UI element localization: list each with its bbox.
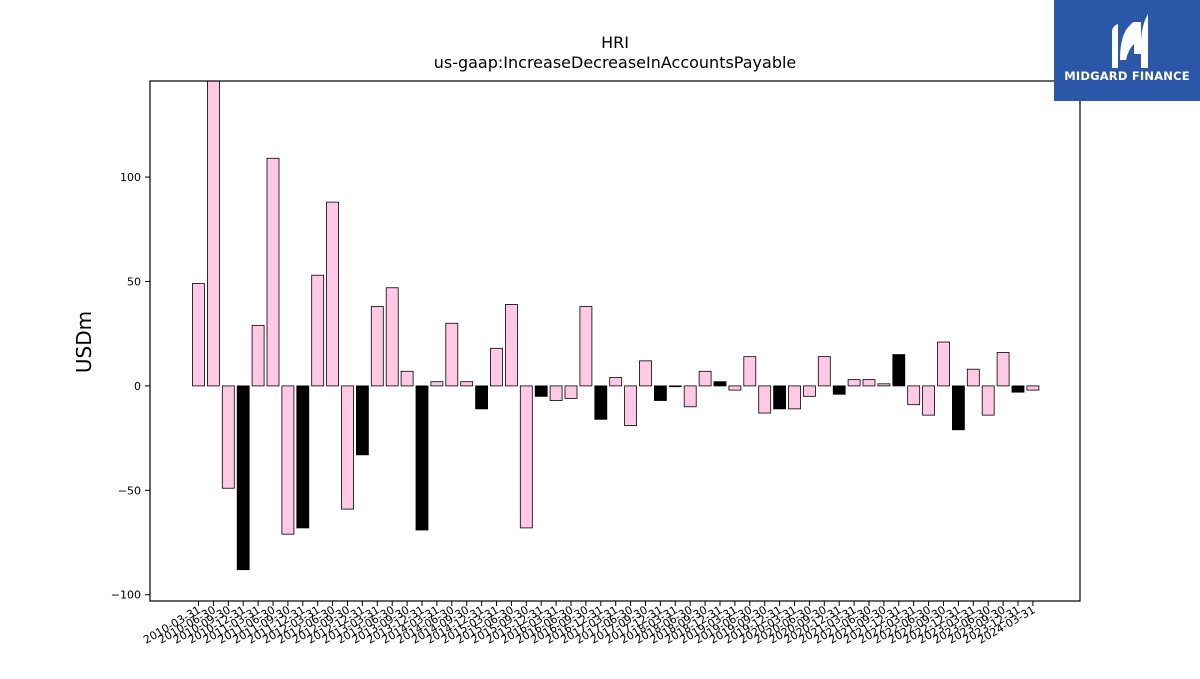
bar-2016-06-30 bbox=[564, 385, 578, 399]
bar-2011-03-31 bbox=[251, 324, 265, 387]
bar-2019-03-31 bbox=[728, 385, 742, 391]
bar-2020-12-31 bbox=[832, 385, 846, 395]
bar-2011-09-30 bbox=[281, 385, 295, 535]
bar-2011-12-31 bbox=[296, 385, 310, 529]
bar-2017-03-31 bbox=[609, 377, 623, 387]
bar-2017-06-30 bbox=[624, 385, 637, 426]
y-axis-label: USDm bbox=[72, 311, 96, 373]
bar-2021-06-30 bbox=[862, 379, 876, 387]
bars-group bbox=[192, 80, 1040, 571]
bar-2010-12-31 bbox=[236, 385, 250, 571]
chart-subtitle: us-gaap:IncreaseDecreaseInAccountsPayabl… bbox=[434, 53, 797, 72]
bar-2010-03-31 bbox=[192, 283, 205, 387]
bar-2017-12-31 bbox=[654, 385, 667, 401]
bar-2023-12-31 bbox=[1011, 385, 1025, 393]
x-axis: 2010-03-312010-06-302010-09-302010-12-31… bbox=[141, 601, 1037, 647]
bar-2023-09-30 bbox=[996, 352, 1010, 387]
bar-2014-06-30 bbox=[445, 322, 459, 387]
bar-2020-06-30 bbox=[803, 385, 816, 397]
y-tick-label: −50 bbox=[118, 484, 141, 497]
bar-2012-03-31 bbox=[311, 274, 325, 387]
bar-2014-03-31 bbox=[430, 381, 444, 387]
bar-2021-09-30 bbox=[877, 383, 891, 387]
bar-2010-06-30 bbox=[206, 80, 220, 387]
bar-2022-03-31 bbox=[907, 385, 921, 406]
y-axis: −100 −50 0 50 100 bbox=[111, 171, 150, 602]
bar-2023-03-31 bbox=[966, 368, 980, 387]
bar-2010-09-30 bbox=[221, 385, 235, 489]
bar-2014-09-30 bbox=[460, 381, 474, 387]
bar-2022-09-30 bbox=[937, 341, 950, 387]
bar-2018-09-30 bbox=[698, 370, 712, 387]
bar-2018-12-31 bbox=[713, 381, 727, 387]
bar-2022-06-30 bbox=[922, 385, 935, 416]
bar-2024-03-31 bbox=[1026, 385, 1040, 391]
bar-2015-06-30 bbox=[504, 304, 518, 387]
bar-2023-06-30 bbox=[981, 385, 995, 416]
logo-mark-icon bbox=[1112, 14, 1148, 68]
brand-logo: MIDGARD FINANCE bbox=[1054, 0, 1200, 101]
brand-name: MIDGARD FINANCE bbox=[1064, 69, 1190, 83]
bar-2012-06-30 bbox=[326, 201, 340, 387]
bar-2017-09-30 bbox=[639, 360, 652, 387]
y-tick-label: −100 bbox=[111, 589, 141, 602]
bar-2019-06-30 bbox=[743, 356, 757, 387]
chart-title: HRI bbox=[601, 33, 629, 52]
bar-2020-09-30 bbox=[817, 356, 831, 387]
y-tick-label: 50 bbox=[127, 275, 141, 288]
bar-2011-06-30 bbox=[266, 157, 280, 387]
bar-2015-03-31 bbox=[490, 347, 503, 387]
bar-2015-12-31 bbox=[534, 385, 548, 397]
bar-2013-09-30 bbox=[400, 370, 414, 387]
bar-2021-03-31 bbox=[847, 379, 861, 387]
bar-2016-03-31 bbox=[549, 385, 563, 401]
bar-2020-03-31 bbox=[788, 385, 801, 410]
bar-2014-12-31 bbox=[475, 385, 489, 410]
bar-2012-09-30 bbox=[341, 385, 354, 510]
bar-2019-09-30 bbox=[758, 385, 772, 414]
bar-2018-06-30 bbox=[683, 385, 697, 408]
bar-2018-03-31 bbox=[668, 385, 682, 388]
bar-2016-09-30 bbox=[579, 306, 593, 387]
plot-frame bbox=[149, 80, 1081, 602]
bar-2013-12-31 bbox=[415, 385, 429, 531]
bar-2012-12-31 bbox=[355, 385, 369, 456]
bar-2022-12-31 bbox=[952, 385, 965, 431]
bar-2013-06-30 bbox=[385, 287, 399, 387]
y-tick-label: 100 bbox=[120, 171, 141, 184]
bar-2019-12-31 bbox=[773, 385, 786, 410]
bar-2015-09-30 bbox=[519, 385, 533, 529]
y-tick-label: 0 bbox=[134, 380, 141, 393]
bar-2013-03-31 bbox=[370, 306, 384, 387]
bar-2016-12-31 bbox=[594, 385, 608, 420]
bar-2021-12-31 bbox=[892, 354, 906, 387]
